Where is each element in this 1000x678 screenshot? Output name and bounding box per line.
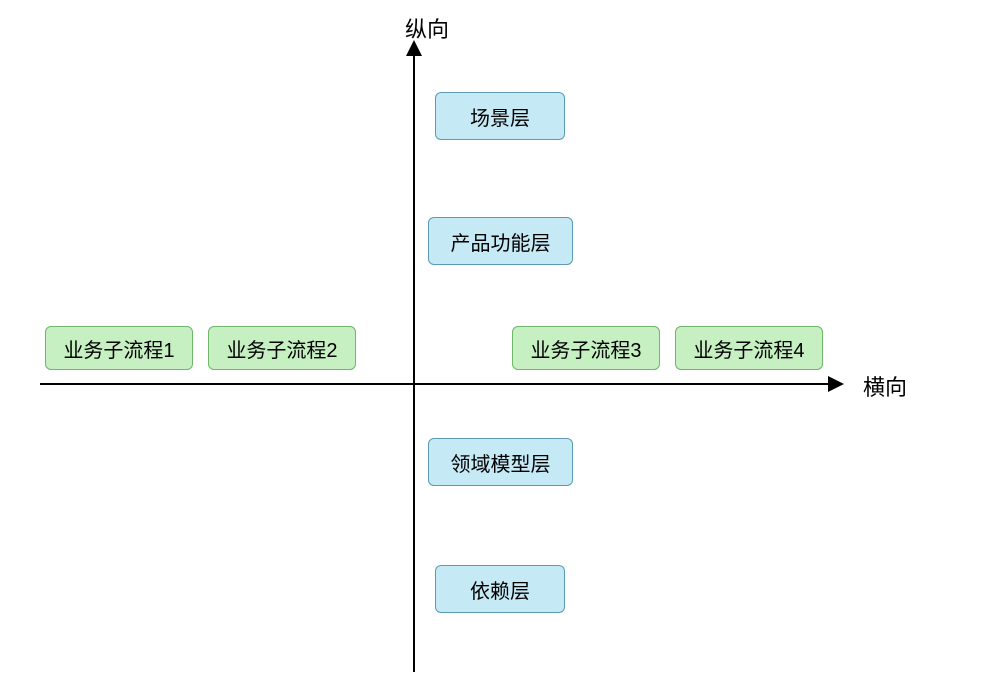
box-domain-model-layer: 领域模型层: [428, 438, 573, 486]
box-scene-layer: 场景层: [435, 92, 565, 140]
box-biz-subflow-3: 业务子流程3: [512, 326, 660, 370]
box-biz-subflow-4: 业务子流程4: [675, 326, 823, 370]
box-product-func-layer: 产品功能层: [428, 217, 573, 265]
box-product-func-layer-label: 产品功能层: [451, 227, 551, 256]
box-scene-layer-label: 场景层: [470, 102, 530, 131]
box-biz-subflow-1-label: 业务子流程1: [63, 334, 174, 363]
box-biz-subflow-4-label: 业务子流程4: [693, 334, 804, 363]
box-biz-subflow-2: 业务子流程2: [208, 326, 356, 370]
diagram-canvas: 纵向 横向 场景层 产品功能层 领域模型层 依赖层 业务子流程1 业务子流程2 …: [0, 0, 1000, 678]
y-axis-label: 纵向: [405, 12, 449, 44]
box-dependency-layer-label: 依赖层: [470, 575, 530, 604]
box-biz-subflow-2-label: 业务子流程2: [226, 334, 337, 363]
x-axis-label: 横向: [863, 370, 907, 402]
box-domain-model-layer-label: 领域模型层: [451, 448, 551, 477]
box-biz-subflow-3-label: 业务子流程3: [530, 334, 641, 363]
box-dependency-layer: 依赖层: [435, 565, 565, 613]
box-biz-subflow-1: 业务子流程1: [45, 326, 193, 370]
x-axis-arrowhead-icon: [828, 376, 844, 392]
